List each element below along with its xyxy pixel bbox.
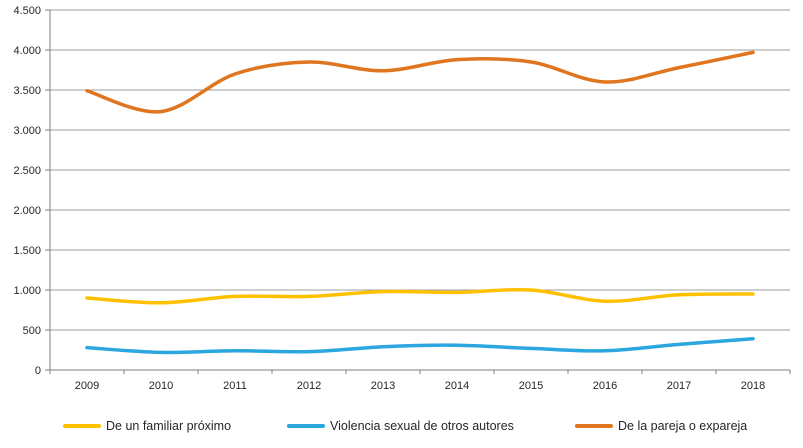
x-axis-label: 2013 (371, 380, 395, 392)
series-line-0[interactable] (85, 287, 755, 305)
x-axis-label: 2012 (297, 380, 321, 392)
x-axis-label: 2010 (149, 380, 173, 392)
legend-item-familiar-proximo[interactable]: De un familiar próximo (63, 413, 231, 439)
y-axis-label: 4.000 (13, 45, 41, 57)
x-axis-label: 2016 (593, 380, 617, 392)
y-axis-label: 3.000 (13, 125, 41, 137)
chart-legend: De un familiar próximo Violencia sexual … (0, 413, 803, 443)
legend-swatch-orange-line (575, 424, 613, 428)
legend-swatch-blue-line (287, 424, 325, 428)
y-axis-label: 500 (23, 325, 41, 337)
legend-swatch-yellow-line (63, 424, 101, 428)
x-axis-label: 2014 (445, 380, 469, 392)
x-axis-label: 2011 (223, 380, 247, 392)
legend-label: De un familiar próximo (106, 419, 232, 433)
x-axis-label: 2018 (741, 380, 765, 392)
x-axis-label: 2017 (667, 380, 691, 392)
x-axis-label: 2015 (519, 380, 543, 392)
y-axis-label: 0 (35, 365, 41, 377)
series-line-2[interactable] (85, 50, 755, 114)
plot-area: 0 500 1.000 1.500 2.000 2.500 3.000 3.500 4.000 4… (13, 5, 791, 392)
y-axis-label: 1.500 (13, 245, 41, 257)
y-axis-label: 2.500 (13, 165, 41, 177)
y-axis-label: 1.000 (13, 285, 41, 297)
y-axis-label: 2.000 (13, 205, 41, 217)
y-axis-label: 3.500 (13, 85, 41, 97)
legend-label: De la pareja o expareja (618, 419, 748, 433)
series-line-1[interactable] (85, 337, 755, 355)
x-axis-label: 2009 (75, 380, 99, 392)
legend-item-violencia-sexual[interactable]: Violencia sexual de otros autores (287, 413, 514, 439)
legend-label: Violencia sexual de otros autores (330, 419, 514, 433)
legend-item-pareja-expareja[interactable]: De la pareja o expareja (575, 413, 747, 439)
y-axis-label: 4.500 (13, 5, 41, 17)
